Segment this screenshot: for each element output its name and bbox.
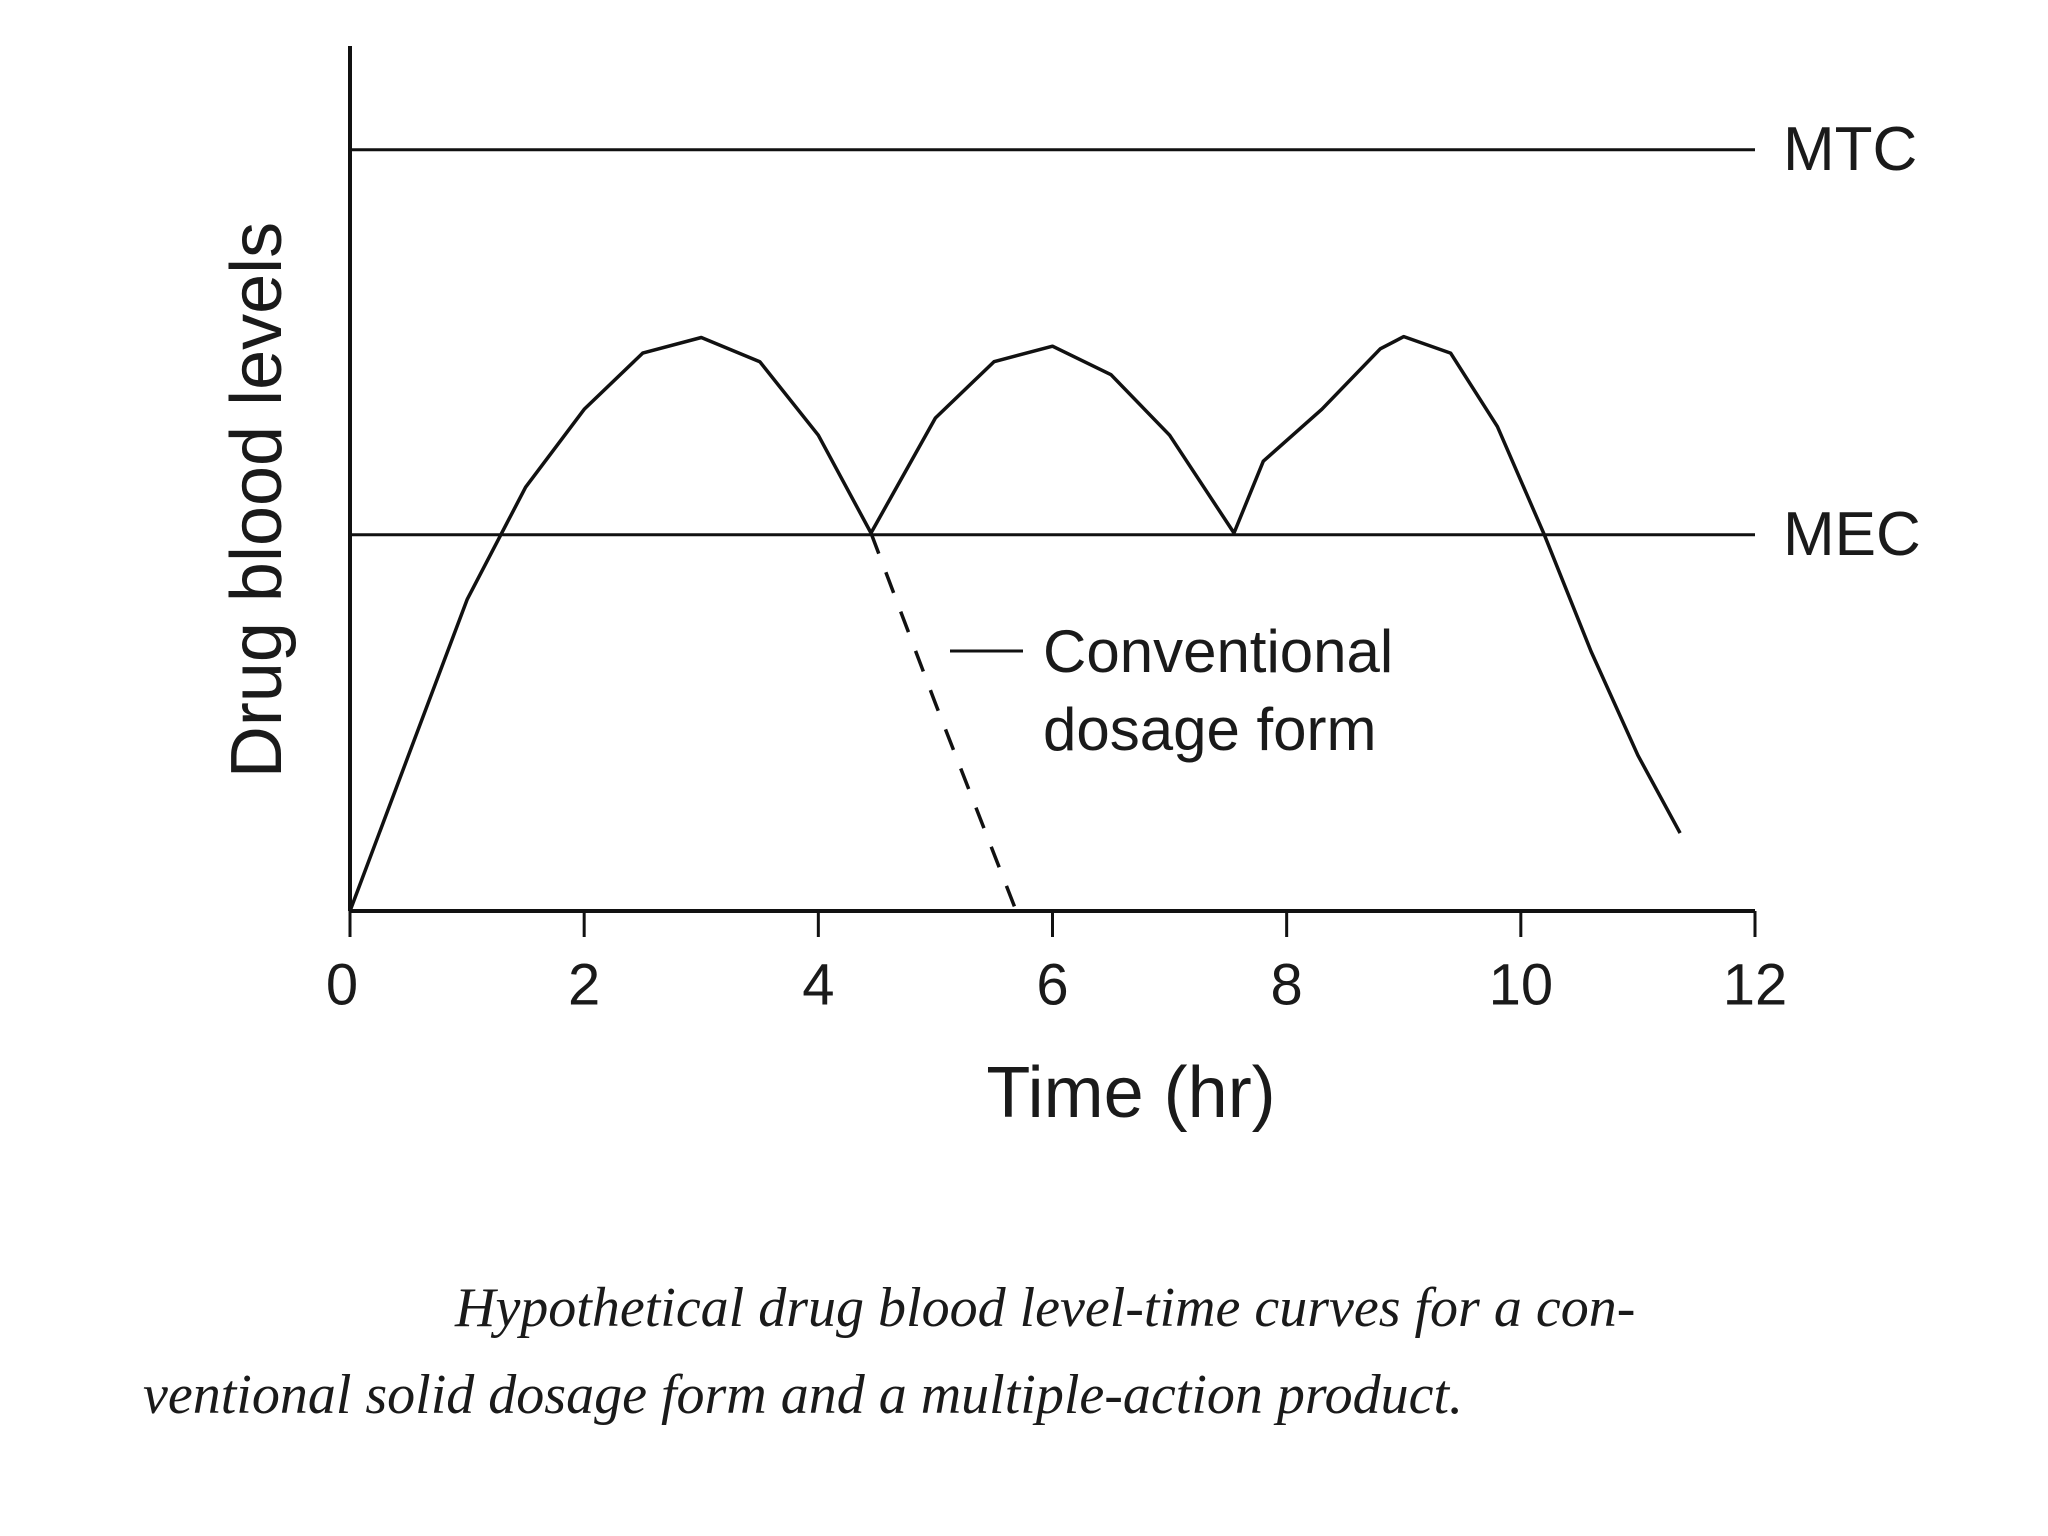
x-axis-title: Time (hr) xyxy=(986,1053,1275,1133)
annotation-line: dosage form xyxy=(1043,696,1377,763)
x-tick-label: 0 xyxy=(326,952,358,1017)
caption-line: ventional solid dosage form and a multip… xyxy=(143,1364,1463,1426)
x-tick-label: 10 xyxy=(1489,952,1554,1017)
data-line xyxy=(348,334,1682,912)
x-tick-label: 2 xyxy=(568,952,600,1017)
x-tick-label: 4 xyxy=(802,952,834,1017)
reference-label: MEC xyxy=(1783,500,1921,569)
caption-line: Hypothetical drug blood level-time curve… xyxy=(454,1277,1635,1339)
y-axis-title: Drug blood levels xyxy=(217,222,297,778)
annotation-line: Conventional xyxy=(1043,618,1393,685)
x-tick-label: 8 xyxy=(1271,952,1303,1017)
x-tick-label: 6 xyxy=(1036,952,1068,1017)
reference-label: MTC xyxy=(1783,115,1917,184)
data-line xyxy=(869,532,1018,912)
x-tick-label: 12 xyxy=(1723,952,1788,1017)
